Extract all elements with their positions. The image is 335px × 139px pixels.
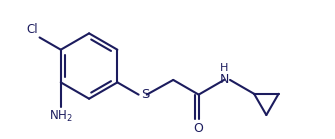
Text: O: O	[194, 122, 204, 135]
Text: S: S	[141, 88, 150, 101]
Text: NH$_2$: NH$_2$	[49, 109, 73, 124]
Text: N: N	[219, 73, 229, 86]
Text: Cl: Cl	[26, 23, 38, 36]
Text: H: H	[220, 63, 228, 73]
